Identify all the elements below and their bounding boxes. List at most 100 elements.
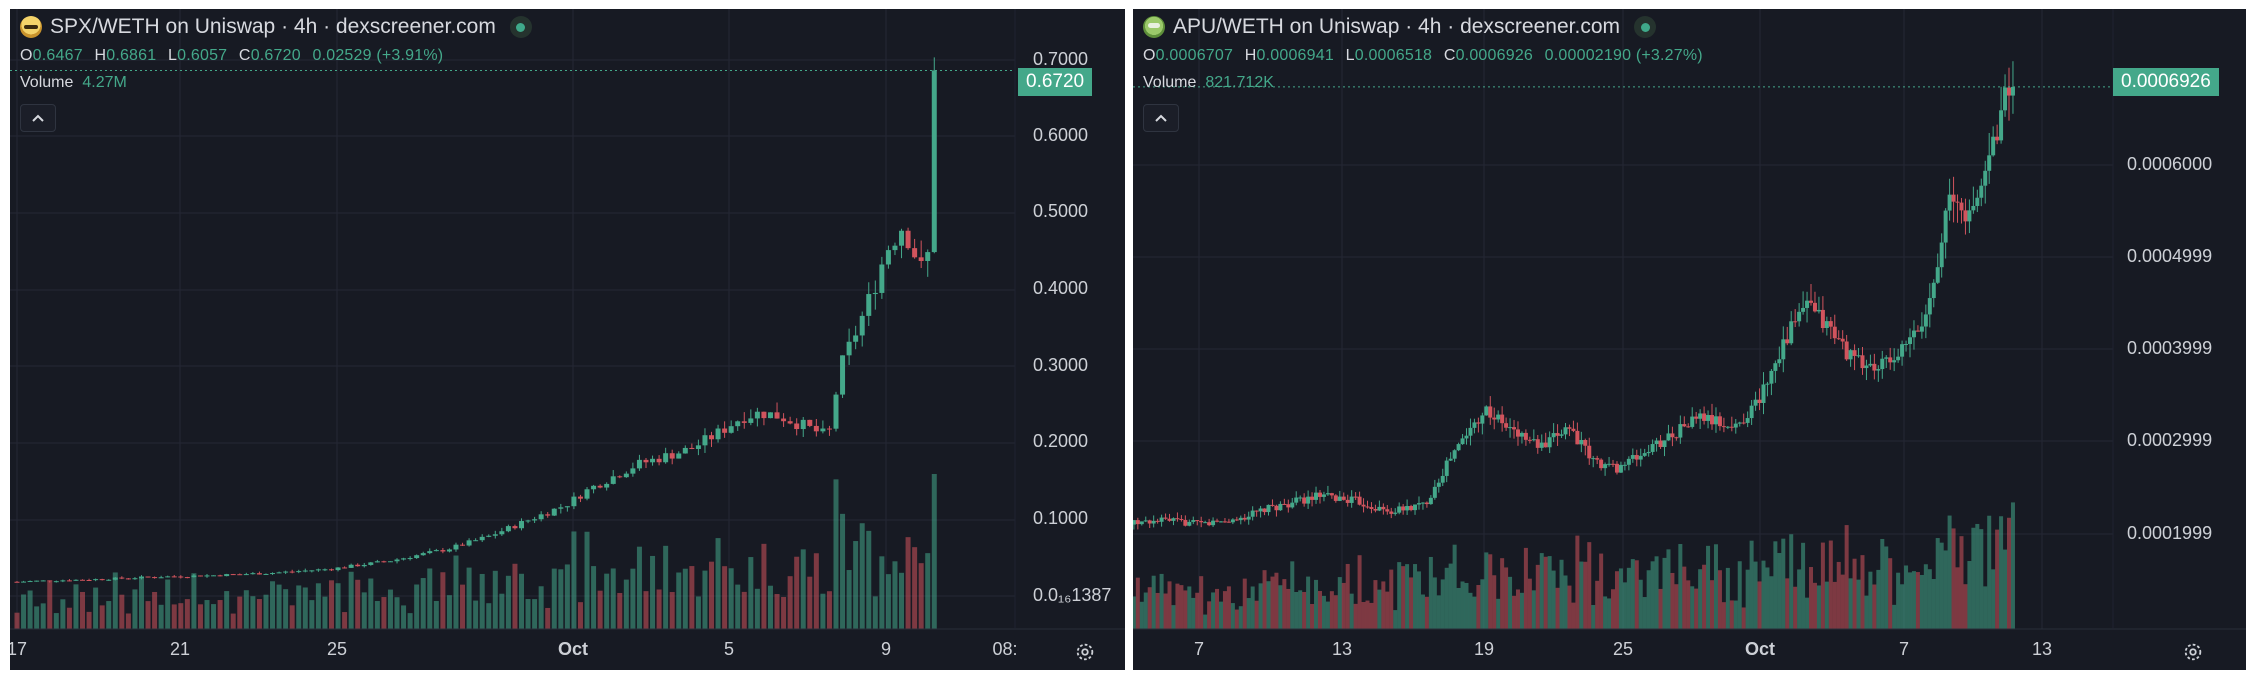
volume-bar [1365, 600, 1370, 629]
candle-body [204, 575, 210, 577]
candle-body [401, 558, 407, 560]
volume-bar [623, 579, 629, 629]
candle-body [741, 421, 747, 423]
volume-bar [1409, 577, 1414, 629]
apu-chart-panel: APU/WETH on Uniswap · 4h · dexscreener.c… [1133, 9, 2246, 670]
volume-bar [21, 594, 27, 629]
volume-bar [283, 589, 289, 629]
candle-body [722, 428, 728, 433]
candle-body [1436, 482, 1441, 487]
candle-body [676, 453, 682, 459]
candle-body [1163, 517, 1168, 519]
candle-body [1535, 439, 1540, 448]
candle-body [486, 535, 492, 537]
volume-bar [1690, 586, 1695, 629]
volume-bar [1828, 540, 1833, 629]
candle-body [748, 418, 754, 423]
gear-icon[interactable] [1074, 641, 1096, 663]
volume-bar [1246, 598, 1251, 629]
candle-body [1559, 434, 1564, 436]
volume-bar [1852, 558, 1857, 629]
candle-body [1713, 416, 1718, 425]
volume-bar [387, 589, 393, 629]
volume-bar [584, 531, 590, 629]
volume-bar [152, 591, 158, 629]
volume-bar [1187, 586, 1192, 629]
candle-body [1805, 300, 1810, 308]
volume-bar [1405, 564, 1410, 629]
candle-body [1492, 417, 1497, 420]
volume-bar [1892, 604, 1897, 629]
volume-bar [1361, 602, 1366, 629]
candle-body [1630, 455, 1635, 459]
volume-bar [348, 571, 354, 629]
volume-bar [86, 611, 92, 629]
candle-body [1694, 416, 1699, 419]
candle-body [1333, 495, 1338, 501]
candle-body [754, 411, 760, 419]
volume-bar [138, 576, 144, 629]
candle-body [40, 580, 46, 582]
volume-bar [918, 563, 924, 629]
candle-body [1203, 522, 1208, 524]
candle-body [859, 315, 865, 336]
candle-body [1745, 418, 1750, 423]
candle-body [368, 562, 374, 565]
apu-price-chart[interactable] [1133, 9, 2246, 670]
candle-body [558, 507, 564, 509]
candles [14, 57, 937, 583]
volume-bar [931, 474, 937, 629]
candle-body [1983, 170, 1988, 186]
volume-bar [1820, 542, 1825, 629]
candle-body [479, 536, 485, 541]
candle-body [505, 526, 511, 532]
candle-body [1468, 427, 1473, 436]
volume-bar [1357, 555, 1362, 629]
volume-bar [1733, 600, 1738, 629]
volume-bar [34, 606, 40, 629]
volume-bar [840, 513, 846, 629]
candle-body [1662, 440, 1667, 447]
candle-body [237, 574, 243, 576]
low-value: 0.6057 [177, 47, 228, 64]
candle-body [702, 435, 708, 446]
candle-body [446, 549, 452, 552]
x-tick-label: 5 [723, 639, 735, 659]
x-tick-label: 21 [169, 639, 191, 659]
volume-bar [532, 599, 538, 629]
gear-icon[interactable] [2182, 641, 2204, 663]
volume-bar [866, 530, 872, 629]
collapse-legend-button[interactable] [1143, 104, 1179, 132]
volume-bar [1769, 576, 1774, 629]
volume-bar [73, 584, 79, 629]
candle-body [420, 553, 426, 556]
candle-body [1337, 496, 1342, 501]
candle-body [1686, 426, 1691, 428]
collapse-legend-button[interactable] [20, 104, 56, 132]
volume-bar [630, 568, 636, 629]
volume-bar [558, 569, 564, 629]
candle-body [1781, 339, 1786, 360]
candle-body [1999, 110, 2004, 141]
volume-bar [781, 596, 787, 629]
volume-bar [217, 600, 223, 629]
candle-body [1769, 370, 1774, 384]
high-value: 0.0006941 [1256, 47, 1334, 64]
volume-bar [1211, 592, 1216, 629]
candle-body [1876, 369, 1881, 371]
volume-bar [1444, 567, 1449, 629]
volume-bar [820, 593, 826, 629]
candle-body [1484, 406, 1489, 416]
candle-body [656, 458, 662, 463]
candle-body [1179, 519, 1184, 521]
candle-body [807, 419, 813, 426]
spx-price-chart[interactable] [10, 9, 1125, 670]
volume-bar [315, 583, 321, 629]
candle-body [407, 558, 413, 560]
volume-bar [407, 613, 413, 629]
candle-body [709, 435, 715, 440]
candle-body [1551, 433, 1556, 438]
candle-body [355, 564, 361, 567]
candle-body [1785, 339, 1790, 344]
candle-body [1143, 520, 1148, 522]
